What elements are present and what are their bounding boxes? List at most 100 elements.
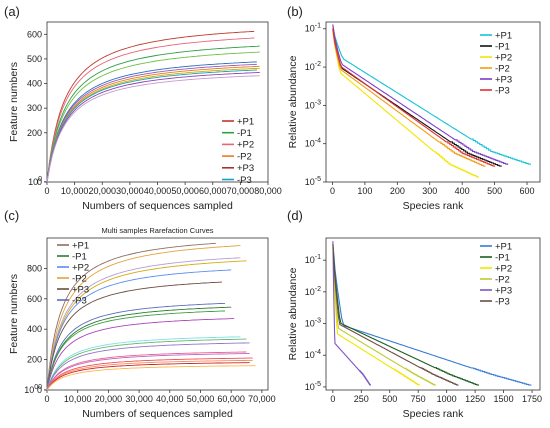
x-axis-label: Numbers of sequences sampled [82,200,233,212]
legend-label: +P3 [495,74,512,85]
series-line [46,51,260,183]
x-tick-label: 10,000 [64,394,92,404]
series-line [46,30,255,183]
legend-label: +P1 [495,30,512,41]
series-line [46,72,260,183]
y-tick-label: 10-3 [305,318,321,329]
series-line [46,75,260,183]
legend-label: -P3 [495,296,510,307]
x-tick-label: 70,000 [227,186,255,196]
x-tick-label: 750 [411,394,426,404]
y-tick-label: 10-2 [305,286,321,297]
x-tick-label: 80,000 [254,186,282,196]
panel-label: (c) [4,208,19,223]
series-line [46,257,241,391]
series-line [46,37,255,183]
series-line [46,63,257,183]
plot-frame [46,237,269,391]
series-line [46,357,253,391]
y-tick-label: 100 [28,176,42,187]
legend-label: +P3 [237,163,254,174]
y-axis-label: Feature numbers [8,274,20,354]
x-axis-label: Species rank [403,408,464,420]
x-tick-label: 300 [422,186,437,196]
series-line [46,306,232,391]
series-line [46,342,250,391]
x-tick-label: 60,000 [199,186,227,196]
y-axis-label: Relative abundance [287,55,299,148]
y-tick-label: 200 [27,355,42,365]
x-tick-label: 500 [382,394,397,404]
y-tick-label: 10-4 [305,349,321,360]
series-line [332,30,486,167]
panel-label: (a) [4,4,20,19]
series-line [332,24,509,165]
series-line [332,27,479,178]
panel-a: (a) 0 10,000 20,000 30,000 40,000 50,000 60,000… [4,4,282,212]
x-tick-label: 40,000 [156,394,184,404]
y-tick-label: 400 [27,79,42,89]
legend-label: +P2 [72,262,89,273]
series-line [46,281,223,391]
x-tick-label: 200 [390,186,405,196]
x-tick-label: 20,000 [95,394,123,404]
series-line [46,242,216,391]
y-tick-label: 10-5 [305,176,321,187]
series-line [46,69,257,183]
legend-label: +P1 [72,240,89,251]
x-tick-label: 1250 [465,394,485,404]
y-tick-label: 10-2 [305,61,321,72]
series-line [46,61,257,183]
series-line [46,351,247,391]
series-line [46,65,260,183]
panel-b: (b) 0 100 200 300 400 500 600 Species rank Relati… [287,4,541,212]
x-tick-label: 600 [520,186,535,196]
x-tick-label: 500 [487,186,502,196]
x-axis-label: Species rank [403,200,464,212]
panel-c: (c) Multi samples Rarefaction Curves 0 10,0… [4,208,276,420]
legend-label: +P2 [495,52,512,63]
legend-label: +P2 [237,140,254,151]
series-line [332,25,531,165]
series-line [46,245,241,391]
panel-label: (b) [287,4,303,19]
y-tick-label: 0 [37,177,42,187]
legend-label: -P1 [495,252,510,263]
x-tick-label: 70,000 [248,394,276,404]
series-line [46,318,235,391]
legend-label: -P2 [72,273,87,284]
series-line [332,28,496,167]
y-tick-label: 1000 [24,384,42,395]
series-line [332,244,480,386]
series-line [332,242,532,386]
series-line [46,338,247,391]
series-line [46,269,232,391]
y-tick-label: 10-3 [305,99,321,110]
x-tick-label: 250 [354,394,369,404]
y-axis-label: Feature numbers [8,62,20,142]
series-line [46,45,260,183]
x-tick-label: 1500 [494,394,514,404]
series-line [332,28,502,167]
legend-label: +P3 [72,284,89,295]
plot-frame [325,237,541,391]
y-axis-label: Relative abundance [287,267,299,360]
plot-frame [325,21,541,183]
y-tick-label: 300 [27,103,42,113]
y-tick-label: 800 [27,263,42,273]
y-tick-label: 400 [27,324,42,334]
y-tick-label: 10-4 [305,138,321,149]
x-tick-label: 30,000 [125,394,153,404]
x-tick-label: 50,000 [171,186,199,196]
y-tick-label: 0 [37,385,42,395]
chart-title: Multi samples Rarefaction Curves [101,226,213,235]
series-line [46,359,253,391]
legend-label: -P3 [237,175,252,186]
series-line [332,247,436,386]
x-tick-label: 0 [330,394,335,404]
x-tick-label: 1000 [437,394,457,404]
y-tick-label: 600 [27,29,42,39]
x-tick-label: 30,000 [116,186,144,196]
y-tick-label: 10-5 [305,381,321,392]
